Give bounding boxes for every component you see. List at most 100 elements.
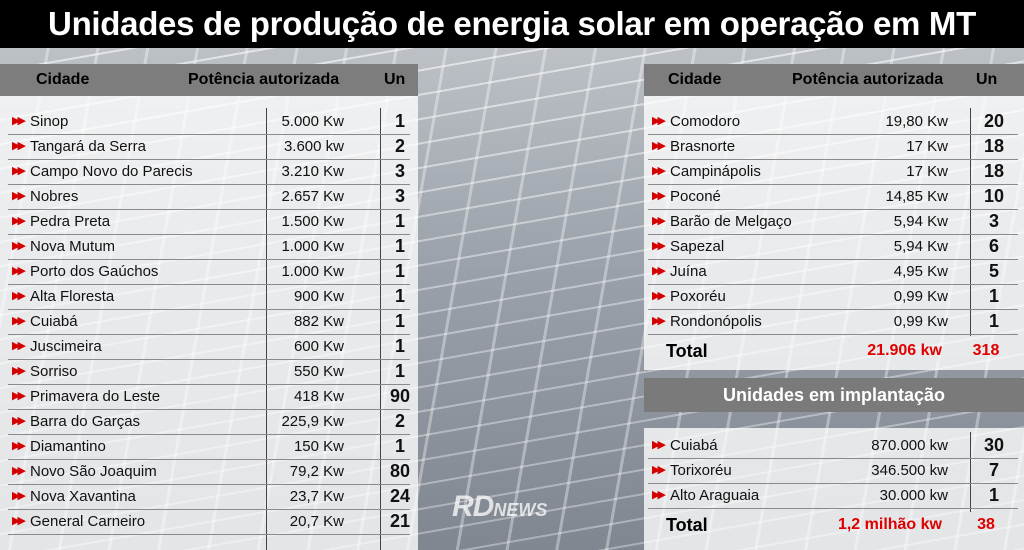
implantation-total-row: Total 1,2 milhão kw 38 [644, 510, 1024, 540]
unit-count: 3 [394, 161, 405, 181]
table-row: ▶▶ Rondonópolis 0,99 Kw 1 [648, 309, 1018, 335]
arrow-bullet-icon: ▶▶ [12, 515, 26, 527]
table-row: ▶▶ Torixoréu 346.500 kw 7 [648, 458, 1018, 484]
power-value: 5.000 Kw [281, 113, 344, 130]
arrow-bullet-icon: ▶▶ [12, 340, 26, 352]
power-value: 900 Kw [293, 288, 344, 305]
power-value: 17 Kw [906, 138, 948, 155]
implantation-divider-units [970, 432, 971, 512]
unit-count: 18 [983, 161, 1005, 181]
unit-count: 3 [988, 211, 999, 231]
arrow-bullet-icon: ▶▶ [652, 240, 666, 252]
unit-count: 1 [394, 211, 405, 231]
unit-count: 1 [988, 311, 999, 331]
city-name: Cuiabá [670, 437, 718, 454]
arrow-bullet-icon: ▶▶ [652, 464, 666, 476]
total-label: Total [666, 341, 708, 361]
right-table-panel [644, 64, 1024, 370]
unit-count: 30 [983, 435, 1005, 455]
logo-brand: RD [452, 490, 494, 523]
right-table-header: Cidade Potência autorizada Un [644, 64, 1024, 96]
left-table-divider-power [266, 108, 267, 550]
unit-count: 2 [394, 136, 405, 156]
logo-suffix: NEWS [493, 500, 548, 520]
power-value: 1.000 Kw [281, 238, 344, 255]
unit-count: 1 [394, 111, 405, 131]
implantation-table-panel [644, 428, 1024, 550]
arrow-bullet-icon: ▶▶ [652, 489, 666, 501]
table-row: ▶▶ General Carneiro 20,7 Kw 21 [8, 509, 410, 535]
right-table-divider-units [970, 108, 971, 336]
city-name: Poxoréu [670, 288, 726, 305]
city-name: Barra do Garças [30, 413, 141, 430]
table-row: ▶▶ Diamantino 150 Kw 1 [8, 434, 410, 460]
arrow-bullet-icon: ▶▶ [12, 365, 26, 377]
power-value: 23,7 Kw [289, 488, 344, 505]
table-row: ▶▶ Cuiabá 882 Kw 1 [8, 309, 410, 335]
table-row: ▶▶ Alta Floresta 900 Kw 1 [8, 284, 410, 310]
table-row: ▶▶ Comodoro 19,80 Kw 20 [648, 109, 1018, 135]
table-row: ▶▶ Cuiabá 870.000 kw 30 [648, 433, 1018, 459]
power-value: 14,85 Kw [885, 188, 948, 205]
unit-count: 10 [983, 186, 1005, 206]
power-value: 4,95 Kw [893, 263, 948, 280]
table-row: ▶▶ Brasnorte 17 Kw 18 [648, 134, 1018, 160]
total-units: 38 [977, 516, 995, 533]
city-name: Barão de Melgaço [670, 213, 792, 230]
city-name: Nobres [30, 188, 79, 205]
power-value: 0,99 Kw [893, 313, 948, 330]
arrow-bullet-icon: ▶▶ [12, 165, 26, 177]
table-row: ▶▶ Campo Novo do Parecis 3.210 Kw 3 [8, 159, 410, 185]
arrow-bullet-icon: ▶▶ [652, 265, 666, 277]
city-name: Primavera do Leste [30, 388, 161, 405]
city-name: Comodoro [670, 113, 741, 130]
power-value: 1.500 Kw [281, 213, 344, 230]
unit-count: 1 [988, 485, 999, 505]
power-value: 20,7 Kw [289, 513, 344, 530]
total-power: 21.906 kw [867, 342, 942, 359]
city-name: Alta Floresta [30, 288, 115, 305]
arrow-bullet-icon: ▶▶ [12, 190, 26, 202]
power-value: 550 Kw [293, 363, 344, 380]
col-city: Cidade [36, 71, 90, 88]
table-row: ▶▶ Sapezal 5,94 Kw 6 [648, 234, 1018, 260]
table-row: ▶▶ Barão de Melgaço 5,94 Kw 3 [648, 209, 1018, 235]
power-value: 870.000 kw [871, 437, 948, 454]
unit-count: 20 [983, 111, 1005, 131]
arrow-bullet-icon: ▶▶ [12, 290, 26, 302]
table-row: ▶▶ Barra do Garças 225,9 Kw 2 [8, 409, 410, 435]
unit-count: 24 [389, 486, 411, 506]
arrow-bullet-icon: ▶▶ [12, 265, 26, 277]
city-name: Sorriso [30, 363, 78, 380]
table-row: ▶▶ Poconé 14,85 Kw 10 [648, 184, 1018, 210]
table-row: ▶▶ Nova Mutum 1.000 Kw 1 [8, 234, 410, 260]
table-row: ▶▶ Nova Xavantina 23,7 Kw 24 [8, 484, 410, 510]
left-table-panel [0, 64, 418, 550]
unit-count: 21 [389, 511, 411, 531]
table-row: ▶▶ Sorriso 550 Kw 1 [8, 359, 410, 385]
city-name: Campo Novo do Parecis [30, 163, 193, 180]
left-table-header: Cidade Potência autorizada Un [0, 64, 418, 96]
power-value: 79,2 Kw [289, 463, 344, 480]
city-name: Pedra Preta [30, 213, 111, 230]
table-row: ▶▶ Pedra Preta 1.500 Kw 1 [8, 209, 410, 235]
city-name: Alto Araguaia [670, 487, 760, 504]
arrow-bullet-icon: ▶▶ [652, 140, 666, 152]
arrow-bullet-icon: ▶▶ [12, 315, 26, 327]
page-title: Unidades de produção de energia solar em… [0, 0, 1024, 48]
city-name: Sapezal [670, 238, 725, 255]
total-units: 318 [972, 342, 1000, 359]
col-power: Potência autorizada [188, 71, 340, 88]
power-value: 346.500 kw [871, 462, 948, 479]
unit-count: 1 [394, 261, 405, 281]
power-value: 5,94 Kw [893, 213, 948, 230]
power-value: 1.000 Kw [281, 263, 344, 280]
arrow-bullet-icon: ▶▶ [652, 215, 666, 227]
unit-count: 1 [394, 286, 405, 306]
unit-count: 6 [988, 236, 999, 256]
total-label: Total [666, 515, 708, 535]
arrow-bullet-icon: ▶▶ [12, 140, 26, 152]
arrow-bullet-icon: ▶▶ [652, 315, 666, 327]
power-value: 17 Kw [906, 163, 948, 180]
arrow-bullet-icon: ▶▶ [12, 115, 26, 127]
